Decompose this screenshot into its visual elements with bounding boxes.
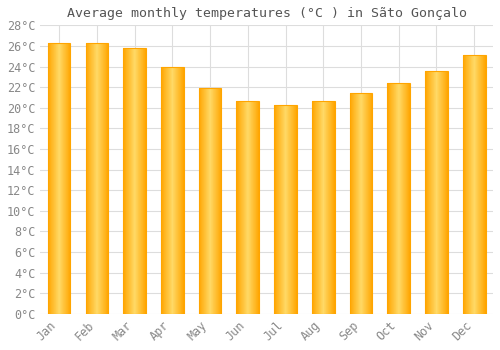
Bar [350, 93, 372, 314]
Bar [425, 71, 448, 314]
Bar [124, 48, 146, 314]
Bar [199, 88, 222, 314]
Bar [312, 100, 334, 314]
Bar [161, 66, 184, 314]
Bar [274, 105, 297, 314]
Bar [236, 100, 259, 314]
Bar [86, 43, 108, 314]
Bar [48, 43, 70, 314]
Bar [463, 55, 485, 314]
Bar [388, 83, 410, 314]
Title: Average monthly temperatures (°C ) in Sãto Gonçalo: Average monthly temperatures (°C ) in Sã… [66, 7, 466, 20]
